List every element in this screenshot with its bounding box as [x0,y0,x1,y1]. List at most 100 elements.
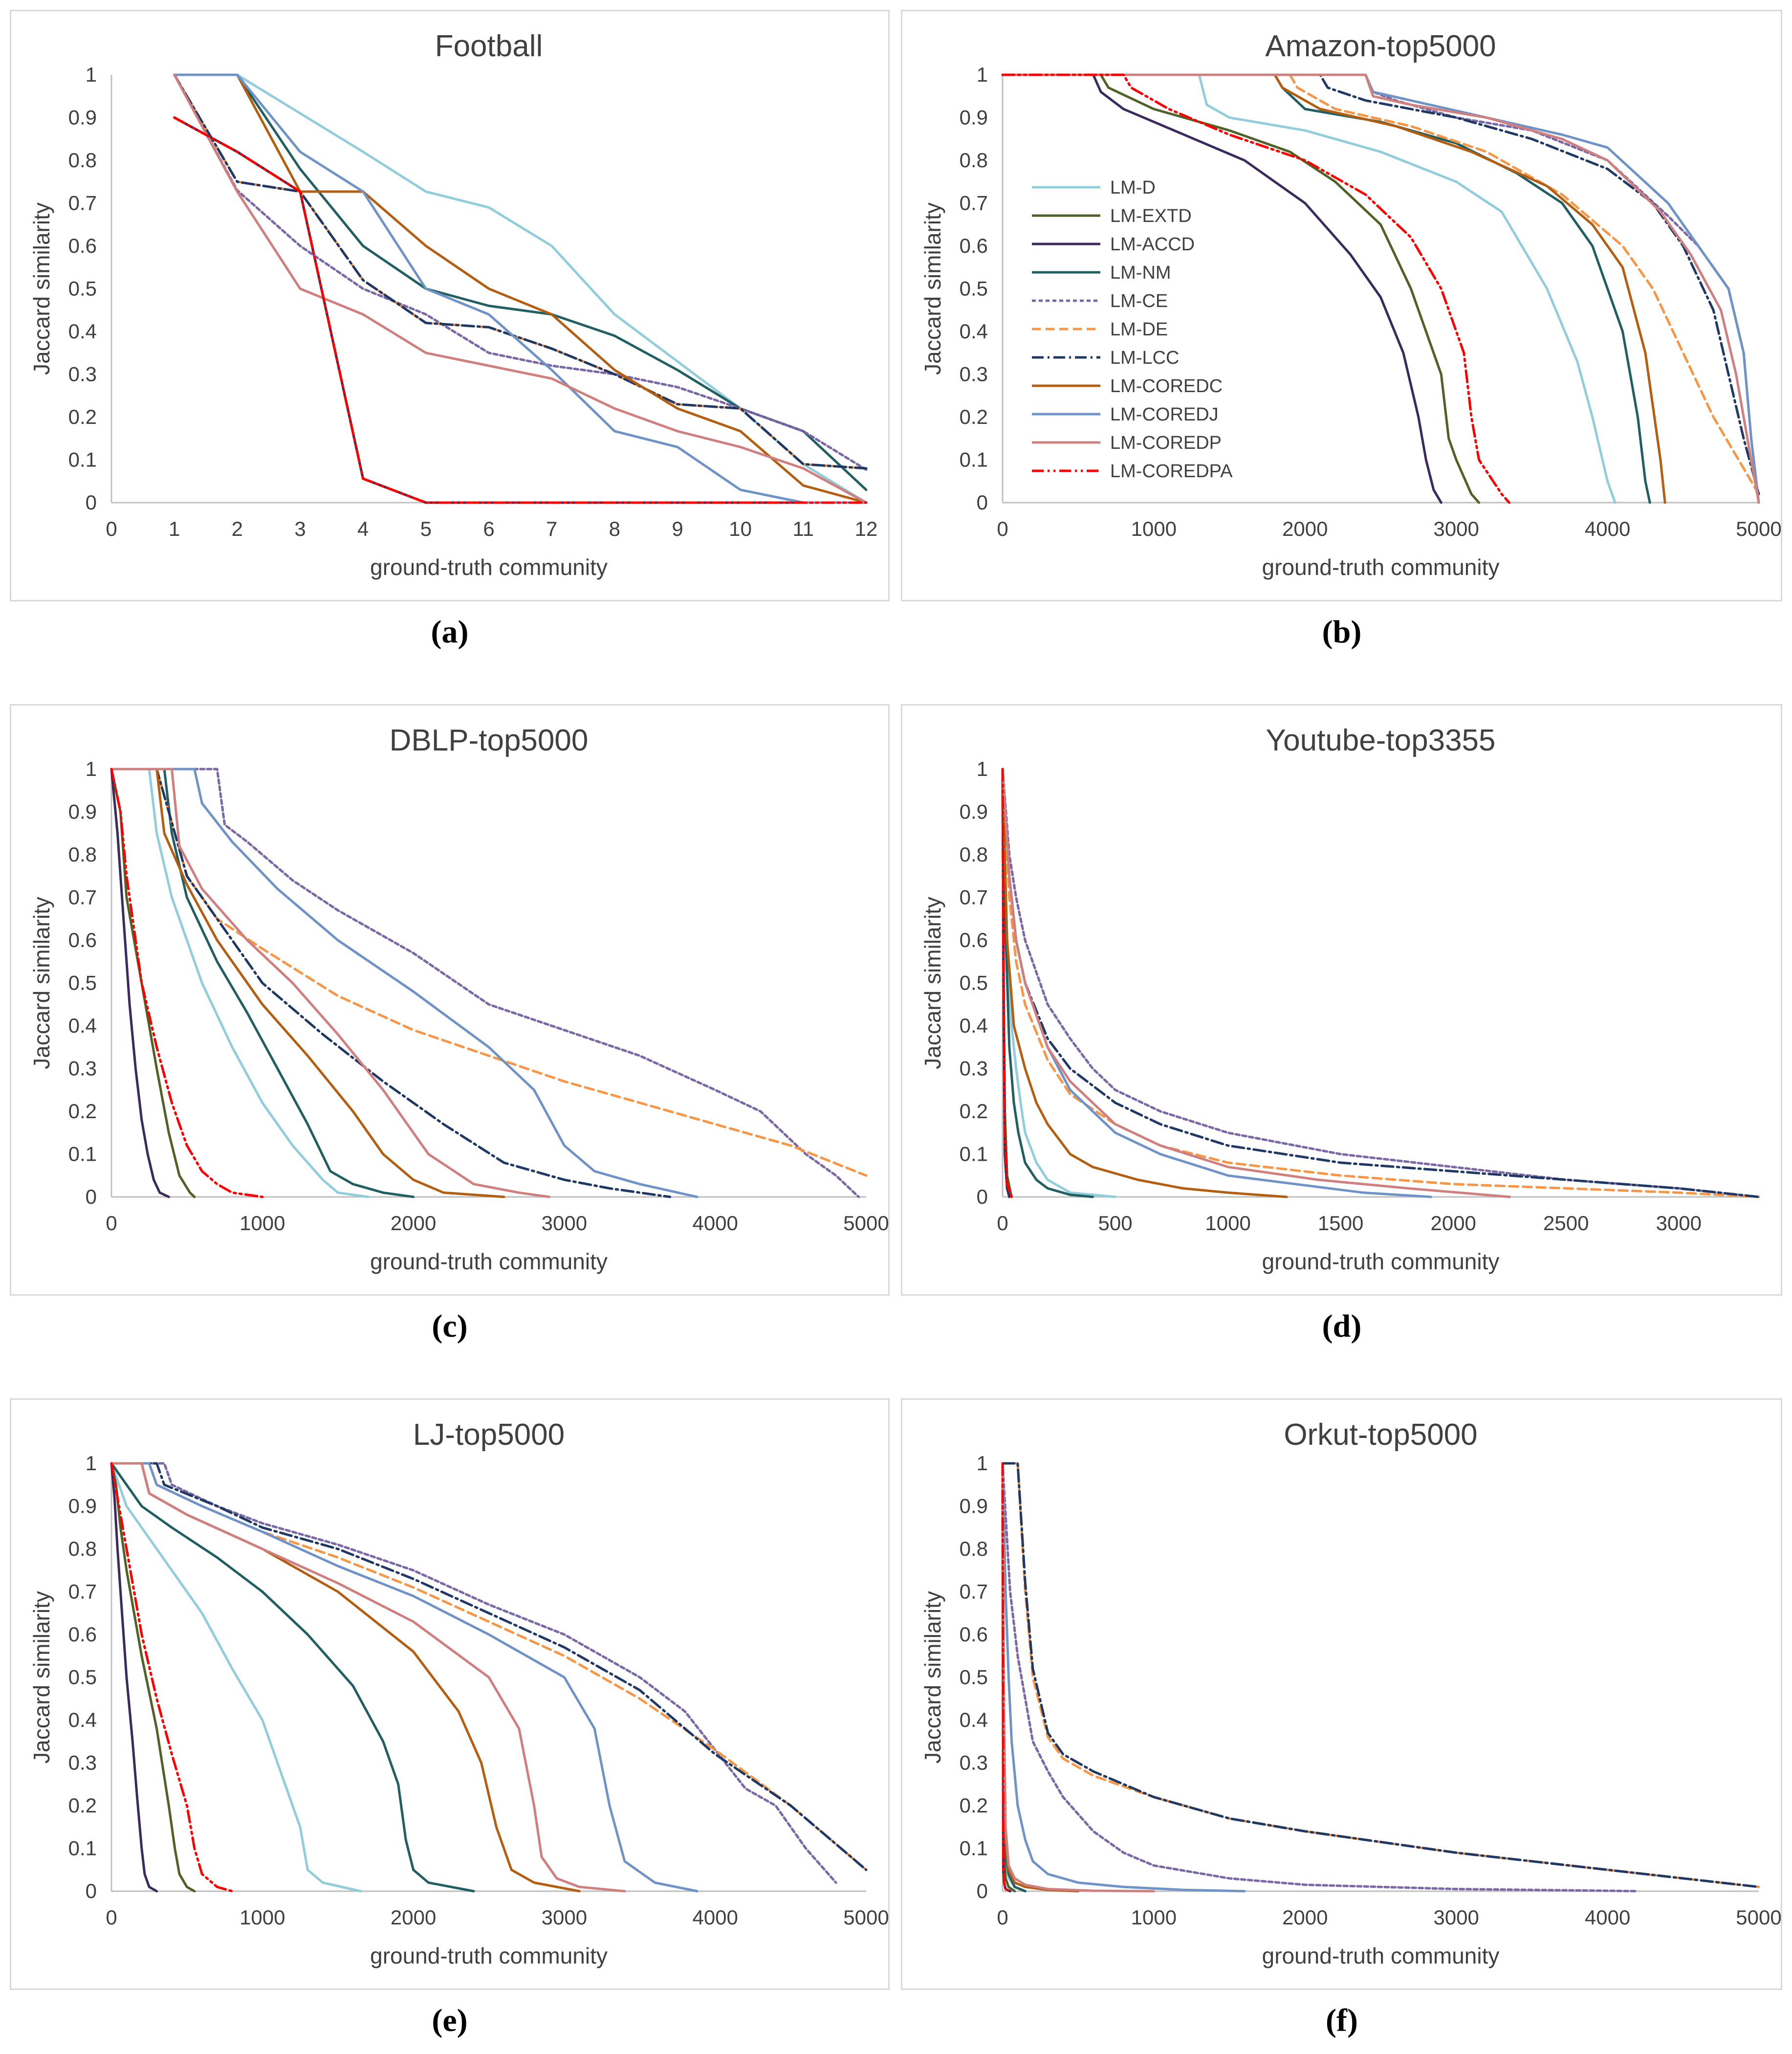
series-line-lm-coredpa [1001,73,1510,504]
series-line-lm-coredj [110,768,699,1198]
series-line-lm-lcc [1001,1462,1760,1888]
y-tick-label: 0.4 [960,1708,988,1731]
chart-svg-e: LJ-top500000.10.20.30.40.50.60.70.80.910… [29,1418,888,1968]
x-axis-label: ground-truth community [1262,1943,1500,1968]
x-tick-label: 1000 [1131,1906,1177,1929]
y-tick-label: 0.9 [960,1495,988,1518]
chart-title: Football [435,29,543,63]
series-line-lm-ce [1001,768,1760,1198]
series-line-lm-coredp [110,768,550,1198]
x-axis-label: ground-truth community [370,554,608,580]
y-tick-label: 0.6 [68,234,97,257]
chart-panel-b: Amazon-top5000 0 0.1 0.2 0.3 0.4 0.5 0.6 0.7 0.8 0… [901,10,1782,601]
y-tick-label: 0.9 [960,106,988,129]
y-tick-label: 0.1 [68,1143,97,1166]
x-tick-label: 1500 [1318,1212,1363,1235]
y-tick-label: 0.7 [68,886,97,909]
legend-label: LM-CE [1110,291,1168,311]
caption-e: (e) [432,2003,468,2038]
series-line-lm-coredj [1001,768,1432,1198]
y-tick-label: 0 [977,1185,988,1208]
y-tick-label: 0.6 [960,1623,988,1646]
chart-panel-e: LJ-top5000 0 0.1 0.2 0.3 0.4 0.5 0.6 0.7 0.8 0.9 1 0… [10,1398,890,1990]
series-line-lm-lcc [173,73,868,470]
y-axis-label: Jaccard similarity [29,1591,54,1764]
caption-a: (a) [431,614,469,650]
x-tick-label: 11 [793,517,814,540]
x-tick-label: 2000 [391,1212,436,1235]
x-axis-label: ground-truth community [370,1943,608,1968]
series-line-lm-coredc [110,768,505,1198]
series-line-lm-de [1001,1462,1760,1888]
y-tick-label: 0.9 [68,800,97,823]
x-tick-label: 3000 [542,1906,587,1929]
y-tick-label: 1 [86,1452,97,1475]
series-line-lm-d [110,1462,362,1893]
series-line-lm-coredpa [173,116,868,504]
legend-label: LM-COREDC [1110,376,1223,397]
chart-svg-c: DBLP-top5000 0 0.1 0.2 0.3 0.4 0.5 0.6 0.7 0.8 0.9… [29,724,888,1274]
legend-label: LM-DE [1110,319,1168,340]
x-tick-label: 3000 [1656,1212,1702,1235]
y-tick-label: 1 [977,1452,988,1475]
y-tick-label: 1 [86,757,97,780]
y-tick-label: 0.8 [960,149,988,172]
y-tick-label: 0.2 [68,1100,97,1123]
y-tick-label: 0.3 [68,1751,97,1774]
y-tick-label: 0.4 [68,1708,97,1731]
series-line-lm-coredc [1001,1462,1080,1893]
series-line-lm-ce [173,73,868,471]
y-tick-label: 0.1 [960,1143,988,1166]
y-tick-label: 0.6 [68,1623,97,1646]
y-tick-label: 0.8 [960,1537,988,1560]
x-tick-label: 3000 [1433,1906,1479,1929]
x-tick-label: 5000 [1736,1906,1781,1929]
y-tick-label: 0 [86,1185,97,1208]
y-tick-label: 0.4 [960,320,988,343]
x-tick-label: 5000 [1736,517,1781,540]
series-line-lm-d [173,73,868,504]
y-tick-label: 0.5 [68,972,97,994]
series-line-lm-ce [1001,1462,1639,1893]
series-line-lm-nm [110,1462,475,1893]
y-tick-label: 1 [977,63,988,86]
chart-title: Orkut-top5000 [1284,1418,1477,1452]
x-tick-label: 2000 [1282,1906,1328,1929]
x-axis-label: ground-truth community [1262,554,1500,580]
y-axis-label: Jaccard similarity [920,202,945,375]
y-tick-label: 0.3 [960,1057,988,1080]
series-line-lm-extd [110,1462,196,1893]
series-line-lm-de [110,1462,868,1871]
y-tick-label: 0.9 [68,106,97,129]
y-tick-label: 0.6 [960,234,988,257]
chart-svg-d: Youtube-top3355 0 0.1 0.2 0.3 0.4 0.5 0.6 0.7 0.8… [920,724,1760,1274]
x-tick-label: 4000 [1585,1906,1630,1929]
y-tick-label: 0.7 [960,886,988,909]
y-tick-label: 0.2 [68,1794,97,1817]
series-line-lm-coredp [173,73,868,504]
y-tick-label: 0.1 [960,448,988,471]
chart-svg-b: Amazon-top5000 0 0.1 0.2 0.3 0.4 0.5 0.6 0.7 0.8 0… [920,29,1781,580]
y-tick-label: 0.5 [960,277,988,300]
series-line-lm-coredj [1001,1462,1246,1893]
x-tick-label: 1000 [1131,517,1177,540]
y-tick-label: 1 [86,63,97,86]
y-tick-label: 0.7 [68,1580,97,1603]
y-tick-label: 0.9 [68,1495,97,1518]
caption-f: (f) [1326,2003,1358,2038]
x-tick-label: 2000 [1282,517,1328,540]
legend-label: LM-COREDJ [1110,404,1219,425]
x-tick-label: 0 [997,1212,1008,1235]
y-tick-label: 0.8 [68,843,97,866]
y-tick-label: 0 [86,1879,97,1902]
chart-panel-c: DBLP-top5000 0 0.1 0.2 0.3 0.4 0.5 0.6 0.7 0.8 0.9… [10,704,890,1296]
x-tick-label: 500 [1098,1212,1133,1235]
series-line-lm-ce [110,1462,837,1884]
series-line-lm-coredj [173,73,868,504]
chart-title: Youtube-top3355 [1266,724,1495,757]
y-axis-label: Jaccard similarity [29,897,54,1069]
series-line-lm-accd [110,768,170,1198]
y-tick-label: 0.8 [960,843,988,866]
series-line-lm-coredpa [110,768,264,1198]
